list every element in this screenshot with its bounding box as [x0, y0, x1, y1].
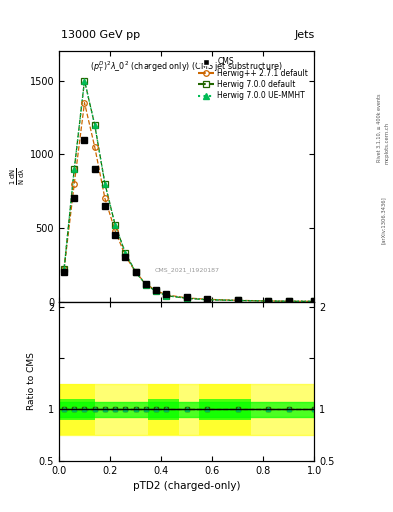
Legend: CMS, Herwig++ 2.7.1 default, Herwig 7.0.0 default, Herwig 7.0.0 UE-MMHT: CMS, Herwig++ 2.7.1 default, Herwig 7.0.…: [195, 55, 310, 102]
Text: 13000 GeV pp: 13000 GeV pp: [61, 30, 140, 40]
Bar: [59, 399, 95, 420]
Bar: [149, 383, 179, 435]
Bar: [59, 383, 314, 435]
Text: mcplots.cern.ch: mcplots.cern.ch: [385, 122, 389, 164]
Text: Rivet 3.1.10, ≥ 400k events: Rivet 3.1.10, ≥ 400k events: [377, 94, 382, 162]
Bar: [59, 402, 314, 417]
Text: $(p_T^D)^2\lambda\_0^2$ (charged only) (CMS jet substructure): $(p_T^D)^2\lambda\_0^2$ (charged only) (…: [90, 59, 283, 74]
Bar: [149, 399, 179, 420]
Bar: [200, 399, 251, 420]
Y-axis label: Ratio to CMS: Ratio to CMS: [27, 352, 36, 410]
Bar: [59, 383, 95, 435]
X-axis label: pTD2 (charged-only): pTD2 (charged-only): [133, 481, 241, 491]
Text: [arXiv:1306.3436]: [arXiv:1306.3436]: [381, 196, 386, 244]
Bar: [200, 383, 251, 435]
Y-axis label: $\mathregular{\frac{1}{N}\frac{dN}{d\lambda}}$: $\mathregular{\frac{1}{N}\frac{dN}{d\lam…: [8, 167, 27, 185]
Text: CMS_2021_I1920187: CMS_2021_I1920187: [154, 267, 219, 273]
Text: Jets: Jets: [294, 30, 314, 40]
